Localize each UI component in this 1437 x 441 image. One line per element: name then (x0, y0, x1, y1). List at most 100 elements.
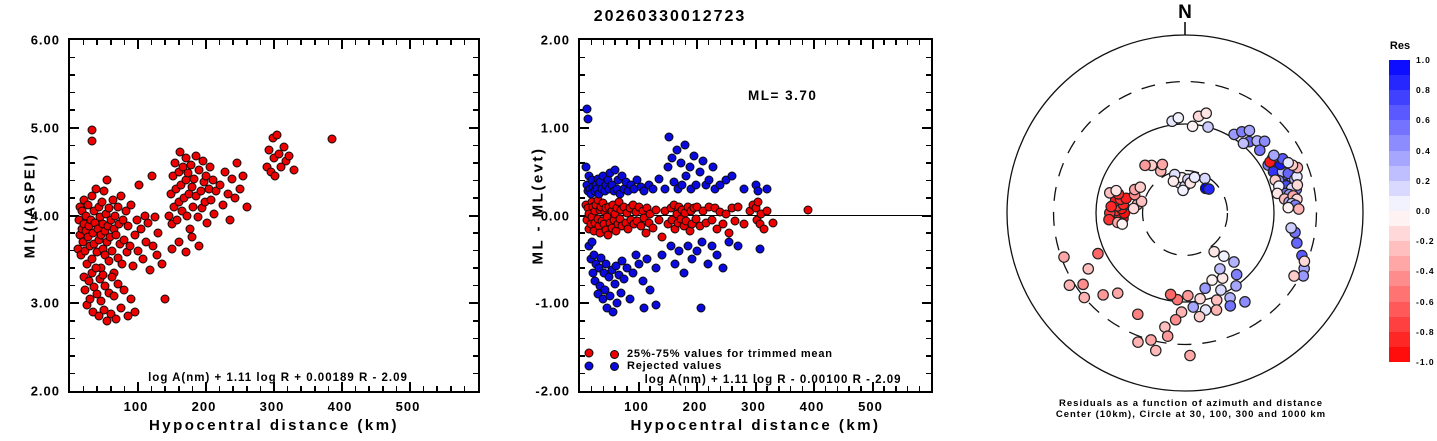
polar-data-point (1193, 310, 1206, 323)
data-point (605, 291, 615, 301)
y-tick (70, 179, 75, 182)
data-point (628, 268, 638, 278)
x-tick-label: 400 (799, 399, 825, 414)
data-point (110, 211, 120, 220)
x-tick (327, 386, 330, 391)
x-tick (354, 40, 357, 45)
data-point (198, 156, 208, 166)
data-point (276, 162, 286, 172)
x-tick (450, 40, 452, 45)
y-tick (70, 214, 79, 217)
polar-residual-plot: N (1006, 2, 1364, 392)
x-tick (205, 382, 207, 391)
colorbar-segment (1389, 331, 1410, 347)
data-point (134, 180, 144, 190)
data-point (666, 241, 676, 251)
data-point (642, 254, 652, 264)
x-tick (895, 386, 897, 391)
x-tick (918, 386, 921, 391)
data-point (279, 142, 289, 152)
data-point (87, 125, 97, 135)
y-tick-label: 1.00 (540, 120, 570, 136)
colorbar-segment (1389, 256, 1410, 272)
x-tick (848, 40, 850, 45)
data-point (600, 285, 610, 295)
data-point (721, 209, 731, 219)
data-point (739, 219, 749, 229)
x-tick (300, 40, 302, 45)
x-tick (766, 386, 768, 391)
polar-data-point (1186, 120, 1199, 133)
data-point (683, 241, 693, 251)
y-tick (473, 109, 478, 111)
y-tick (469, 126, 478, 129)
polar-data-point (1156, 158, 1169, 171)
data-point (152, 250, 162, 260)
x-tick-label: 300 (741, 399, 766, 414)
x-tick (150, 386, 153, 391)
data-point (687, 254, 697, 264)
y-tick (473, 232, 478, 234)
y-tick (70, 267, 75, 269)
polar-data-point (1268, 149, 1280, 162)
x-tick (382, 40, 384, 45)
y-tick (580, 91, 585, 94)
data-point (730, 216, 740, 226)
distance-ring-100km (1095, 123, 1275, 303)
x-tick (871, 382, 874, 391)
y-tick (580, 355, 585, 357)
y-tick (926, 144, 931, 147)
polar-data-point (1206, 274, 1218, 286)
x-tick (191, 40, 194, 45)
y-tick (70, 74, 75, 76)
data-point (116, 191, 126, 201)
x-tick (824, 40, 827, 45)
data-point (111, 314, 121, 324)
x-tick (590, 40, 593, 45)
x-tick-label: 400 (327, 399, 353, 414)
data-point (136, 224, 146, 234)
polar-data-point (1239, 296, 1251, 308)
data-point (132, 215, 142, 225)
colorbar-segment (1389, 105, 1410, 121)
polar-data-point (1149, 344, 1162, 357)
data-point (113, 202, 123, 212)
y-tick (70, 355, 75, 357)
x-tick (602, 386, 605, 391)
polar-data-point (1230, 268, 1243, 281)
polar-data-point (1237, 137, 1250, 150)
data-point (145, 265, 155, 275)
data-point (645, 285, 655, 295)
data-point (108, 195, 118, 205)
data-point (172, 215, 182, 225)
y-tick (926, 232, 931, 234)
data-point (264, 145, 274, 155)
x-tick (327, 40, 330, 45)
data-point (185, 224, 195, 234)
data-point (762, 184, 772, 194)
y-tick (580, 267, 585, 269)
polar-caption-line2: Center (10km), Circle at 30, 100, 300 an… (1055, 409, 1327, 420)
polar-data-point (1172, 112, 1185, 124)
y-tick (926, 91, 931, 94)
x-tick (684, 40, 687, 45)
colorbar-tick-label: -0.6 (1416, 296, 1435, 307)
data-point (119, 235, 129, 245)
x-tick (232, 40, 234, 45)
polar-data-point (1199, 172, 1211, 185)
y-tick (473, 144, 478, 147)
data-point (167, 244, 177, 254)
y-tick (473, 74, 478, 76)
data-point (242, 202, 252, 212)
data-point (107, 246, 117, 256)
data-point (762, 206, 772, 216)
colorbar-tick-label: 0.4 (1416, 145, 1431, 156)
figure-title: 20260330012723 (593, 8, 747, 25)
y-tick (580, 232, 585, 234)
data-point (691, 180, 701, 190)
data-point (759, 224, 769, 234)
data-point (803, 205, 813, 215)
data-point (667, 153, 677, 163)
data-point (679, 268, 689, 278)
x-tick (626, 40, 628, 45)
